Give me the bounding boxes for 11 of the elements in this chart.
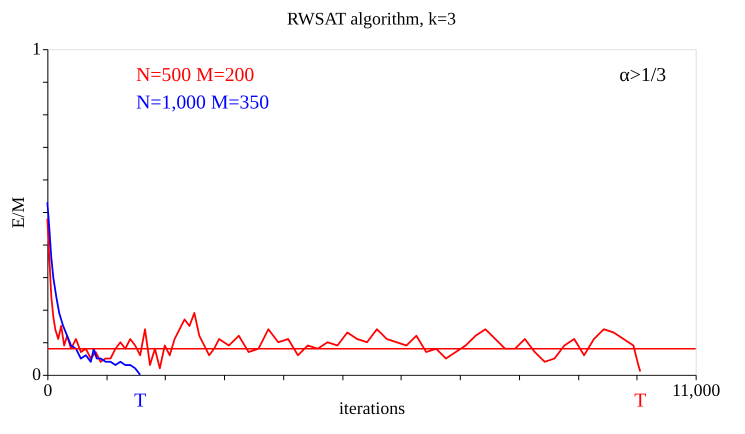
line-series — [46, 201, 142, 376]
y-axis-title: E/M — [8, 196, 28, 228]
text: N=1,000 M=350 — [136, 91, 270, 114]
annotation: T — [134, 389, 146, 412]
annotation: T — [634, 389, 646, 412]
y-tick-label: 1 — [32, 38, 41, 59]
annotation: α>1/3 — [619, 64, 666, 86]
chart-title: RWSAT algorithm, k=3 — [287, 8, 456, 29]
x-axis-title: iterations — [338, 398, 406, 418]
x-tick-label: 11,000 — [672, 380, 720, 400]
text: N=500 M=200 — [136, 64, 254, 86]
